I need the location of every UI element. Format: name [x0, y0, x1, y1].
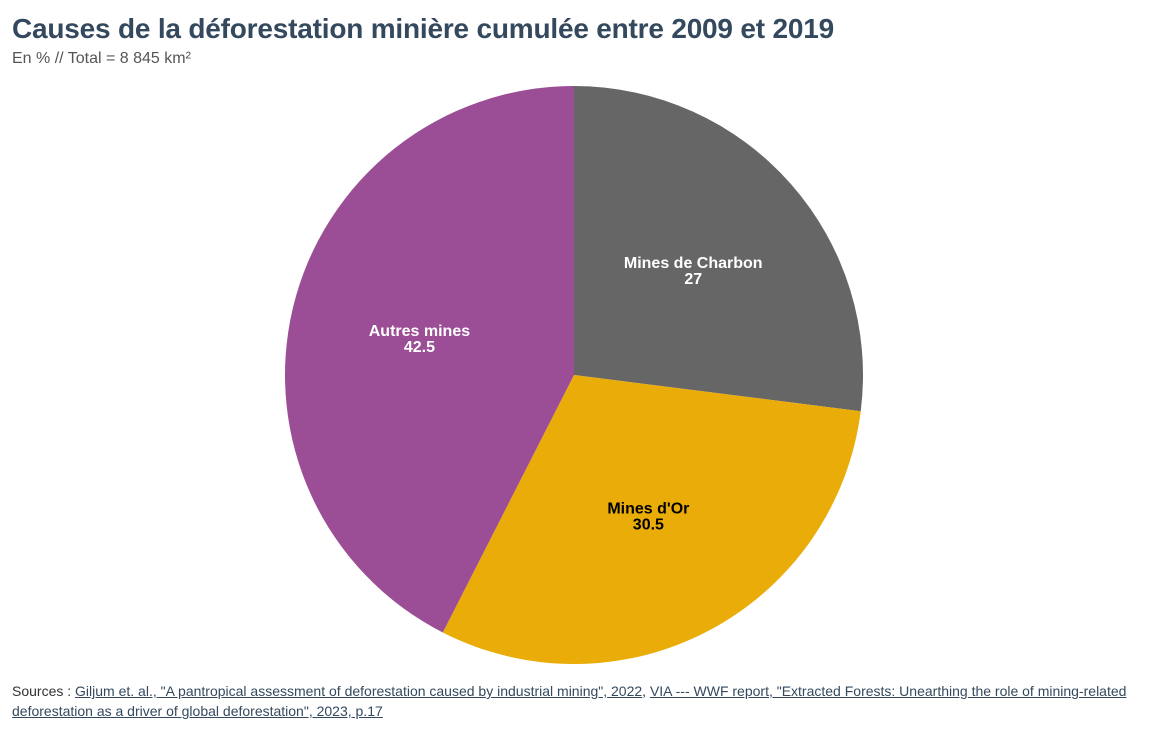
sources-prefix: Sources : [12, 683, 76, 699]
pie-chart: Mines de Charbon 27 Mines d'Or 30.5 Autres m… [0, 80, 1154, 675]
chart-title: Causes de la déforestation minière cumul… [12, 13, 834, 44]
pie-slice-mines-de-charbon [574, 86, 863, 412]
pie-chart-svg: Mines de Charbon 27 Mines d'Or 30.5 Autres m… [284, 86, 863, 665]
source-link-wwf[interactable]: VIA --- WWF report, "Extracted Forests: … [12, 683, 1127, 719]
pie-label-autres-mines: Autres mines 42.5 [369, 323, 470, 356]
sources-separator: , [642, 683, 650, 699]
pie-label-mines-d-or: Mines d'Or 30.5 [607, 500, 689, 533]
chart-subtitle: En % // Total = 8 845 km² [12, 50, 191, 67]
pie-slice-mines-d-or [442, 375, 861, 665]
source-link-giljum[interactable]: Giljum et. al., "A pantropical assessmen… [75, 683, 643, 699]
pie-label-mines-de-charbon: Mines de Charbon 27 [624, 255, 763, 288]
pie-slice-autres-mines [284, 86, 574, 633]
sources-footer: Sources : Giljum et. al., "A pantropical… [12, 681, 1142, 721]
